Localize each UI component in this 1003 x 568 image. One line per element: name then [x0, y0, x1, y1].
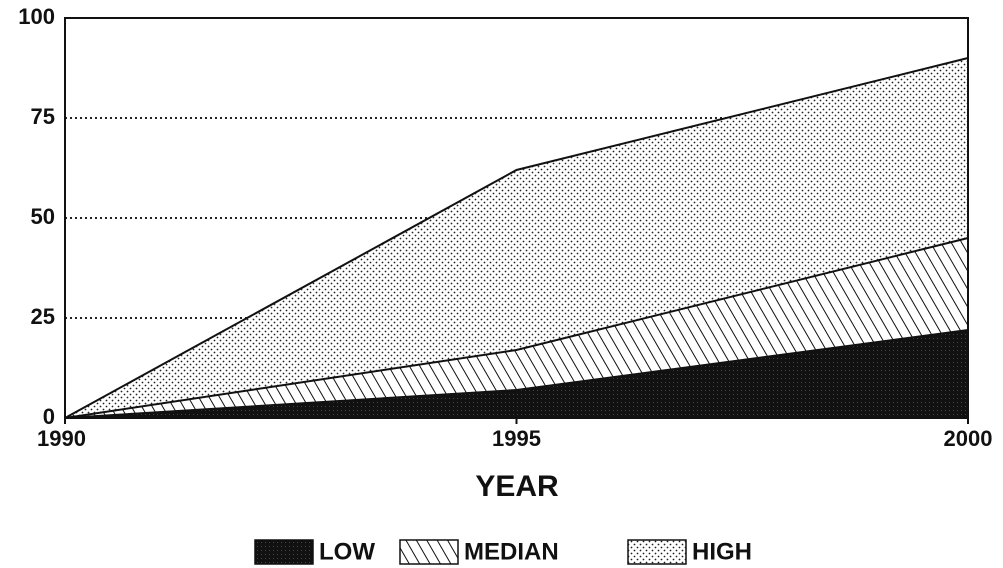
- area: [65, 330, 968, 418]
- y-tick-label: 75: [31, 104, 55, 129]
- legend-label: HIGH: [692, 538, 752, 565]
- area-line: [64, 329, 969, 419]
- y-tick-label: 100: [18, 4, 55, 29]
- x-tick-label: 1990: [37, 426, 86, 451]
- y-tick-label: 0: [43, 404, 55, 429]
- y-tick-label: 50: [31, 204, 55, 229]
- legend-label: LOW: [319, 538, 375, 565]
- legend-swatch: [254, 539, 314, 565]
- x-tick-label: 1995: [492, 426, 541, 451]
- plot-frame: [64, 17, 969, 419]
- legend-label: MEDIAN: [464, 538, 559, 565]
- y-tick-label: 25: [31, 304, 55, 329]
- area-line: [64, 237, 969, 419]
- x-tick-label: 2000: [944, 426, 993, 451]
- x-axis-label: YEAR: [475, 470, 559, 503]
- area-line: [64, 57, 969, 419]
- legend-swatch: [627, 539, 687, 565]
- legend-swatch: [399, 539, 459, 565]
